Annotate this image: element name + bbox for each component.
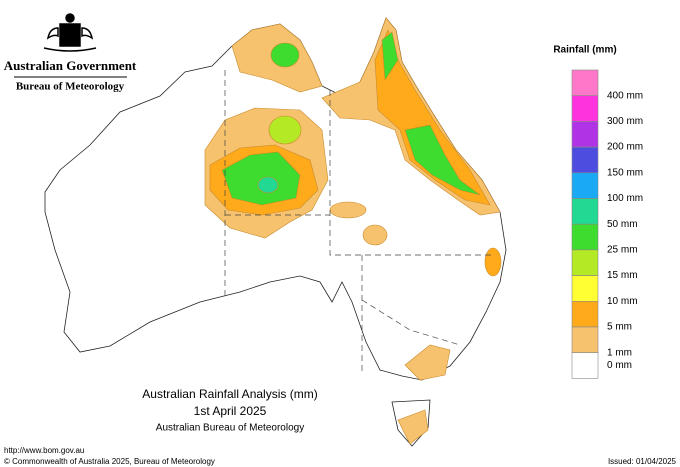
rainfall-area-part: [257, 176, 279, 194]
map-source: Australian Bureau of Meteorology: [156, 423, 304, 434]
coat-of-arms-part: [46, 27, 94, 40]
state-border-part: [361, 299, 461, 346]
agency: Australian Government: [4, 58, 137, 73]
rainfall-area-part: [397, 409, 429, 445]
footer-copyright: © Commonwealth of Australia 2025, Bureau…: [4, 457, 215, 466]
legend-label: 5 mm: [607, 322, 632, 333]
legend-label: 300 mm: [607, 116, 643, 127]
legend-swatch: [571, 172, 599, 199]
rainfall-area-part: [404, 344, 451, 381]
legend-label: 0 mm: [607, 360, 632, 371]
legend-title: Rainfall (mm): [553, 45, 616, 56]
legend-label: 10 mm: [607, 296, 638, 307]
rainfall-area-part: [362, 224, 388, 246]
legend-swatch: [571, 146, 599, 174]
legend: 400 mm 300 mm 200 mm 150 mm 100 mm 50 mm 25 mm…: [571, 69, 643, 379]
coat-of-arms-part: [59, 23, 81, 47]
bureau: Bureau of Meteorology: [16, 81, 125, 93]
rainfall-area-part: [484, 247, 502, 277]
legend-label: 1 mm: [607, 347, 632, 358]
legend-label: 200 mm: [607, 142, 643, 153]
coat-of-arms-part: [43, 47, 97, 52]
legend-swatch: [571, 69, 599, 97]
rainfall-area-part: [381, 31, 481, 196]
legend-swatch: [571, 198, 599, 225]
legend-swatch: [571, 275, 599, 302]
rainfall-area-part: [268, 115, 302, 145]
legend-label: 15 mm: [607, 270, 638, 281]
coat-of-arms: [43, 13, 97, 52]
legend-swatch: [571, 95, 599, 122]
state-border: [224, 70, 495, 372]
legend-label: 150 mm: [607, 167, 643, 178]
map-date: 1st April 2025: [194, 404, 267, 418]
coat-of-arms-part: [65, 13, 75, 23]
legend-swatch: [571, 352, 599, 379]
legend-label: 50 mm: [607, 219, 638, 230]
map-title: Australian Rainfall Analysis (mm): [142, 387, 317, 401]
legend-swatch: [571, 121, 599, 148]
legend-swatch: [571, 326, 599, 354]
rainfall-area: [204, 17, 502, 445]
rainfall-area-part: [329, 201, 367, 219]
rainfall-area-part: [270, 42, 300, 68]
footer-issued: Issued: 01/04/2025: [608, 457, 677, 466]
legend-label: 400 mm: [607, 90, 643, 101]
state-border-part: [329, 90, 495, 256]
footer-url[interactable]: http://www.bom.gov.au: [4, 446, 84, 455]
legend-label: 100 mm: [607, 193, 643, 204]
legend-swatch: [571, 223, 599, 251]
legend-swatch: [571, 300, 599, 328]
rainfall-area-part: [221, 151, 301, 206]
legend-swatch: [571, 249, 599, 276]
legend-label: 25 mm: [607, 245, 638, 256]
